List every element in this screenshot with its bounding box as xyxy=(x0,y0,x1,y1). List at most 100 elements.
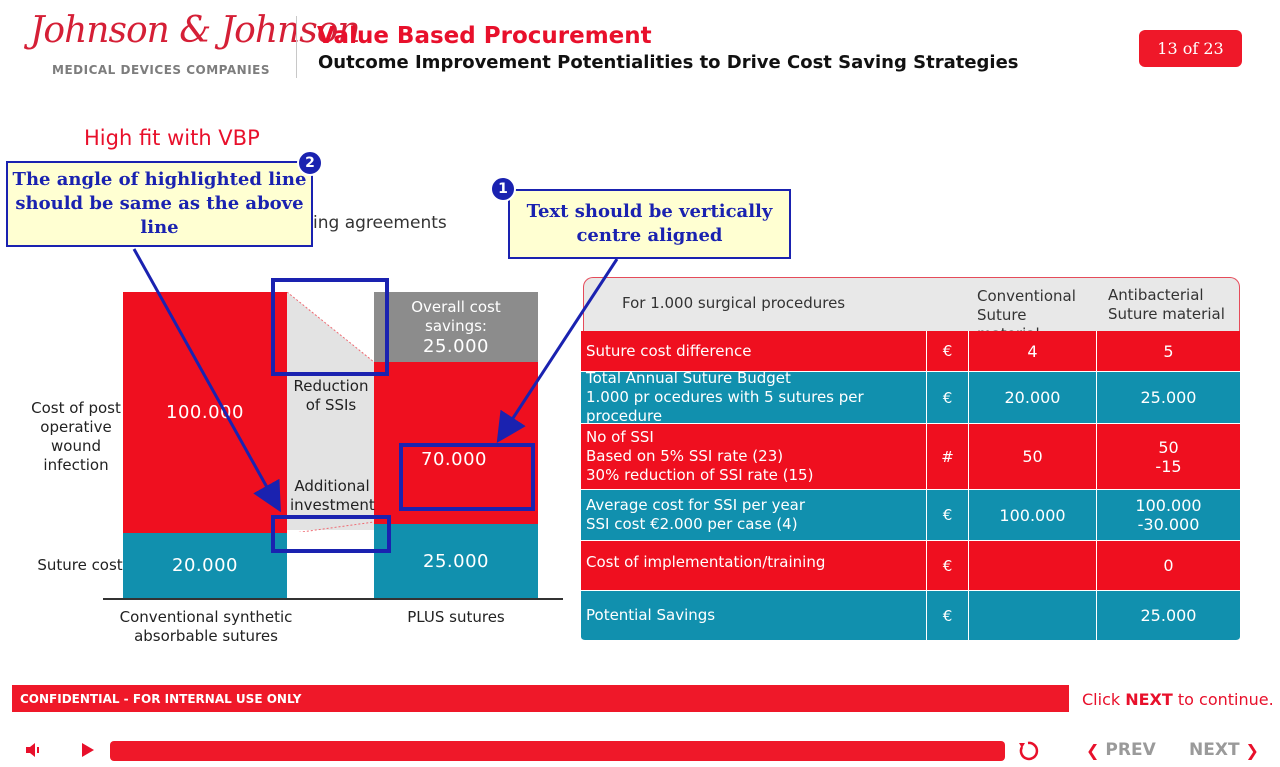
row-antibacterial-value: 0 xyxy=(1097,541,1240,590)
row-unit: € xyxy=(927,541,969,590)
row-label: No of SSI Based on 5% SSI rate (23) 30% … xyxy=(581,424,927,489)
additional-investment-label: Additional investment xyxy=(290,477,375,514)
annotation-note-1: Text should be vertically centre aligned xyxy=(508,189,791,259)
confidential-banner: CONFIDENTIAL - FOR INTERNAL USE ONLY xyxy=(12,685,1069,712)
row-conventional-value: 100.000 xyxy=(969,490,1097,540)
row-antibacterial-line: -15 xyxy=(1155,456,1182,476)
chevron-right-icon: ❯ xyxy=(1245,740,1259,760)
hint-prefix: Click xyxy=(1082,690,1121,709)
row-label-line: No of SSI xyxy=(586,428,654,446)
bar-left-suture-value: 20.000 xyxy=(172,555,238,576)
next-button[interactable]: NEXT ❯ xyxy=(1189,740,1259,760)
row-antibacterial-line: -30.000 xyxy=(1137,515,1200,534)
row-antibacterial-line: 25.000 xyxy=(1140,388,1197,407)
table-row: Cost of implementation/training € 0 xyxy=(581,541,1240,591)
x-label-conventional: Conventional synthetic absorbable suture… xyxy=(119,608,293,645)
row-label-line: Based on 5% SSI rate (23) xyxy=(586,447,784,465)
table-row: Suture cost difference € 4 5 xyxy=(581,331,1240,372)
row-unit: € xyxy=(927,331,969,371)
row-antibacterial-value: 5 xyxy=(1097,331,1240,371)
row-label-line: 30% reduction of SSI rate (15) xyxy=(586,466,814,484)
row-antibacterial-line: 5 xyxy=(1163,341,1174,361)
table-row: Potential Savings € 25.000 xyxy=(581,591,1240,641)
bar-right-suture-value: 25.000 xyxy=(423,550,489,572)
replay-button[interactable] xyxy=(1016,739,1040,767)
row-unit: € xyxy=(927,490,969,540)
annotation-note-2: The angle of highlighted line should be … xyxy=(6,161,313,247)
annotation-badge-2: 2 xyxy=(297,150,323,176)
prev-label: PREV xyxy=(1105,740,1156,760)
bar-right-infection-value: 70.000 xyxy=(421,449,487,470)
volume-button[interactable] xyxy=(24,740,44,764)
row-label-line: Total Annual Suture Budget xyxy=(586,369,791,387)
overall-savings-label: Overall cost savings: xyxy=(411,297,501,335)
page-indicator: 13 of 23 xyxy=(1139,30,1242,67)
replay-icon xyxy=(1019,741,1039,761)
row-antibacterial-line: 50 xyxy=(1158,437,1179,457)
row-conventional-value xyxy=(969,541,1097,590)
company-logo: Johnson & Johnson xyxy=(30,10,361,51)
row-conventional-value: 50 xyxy=(969,424,1097,489)
row-label: Potential Savings xyxy=(581,591,927,640)
row-label: Suture cost difference xyxy=(581,331,927,371)
row-label-line: SSI cost €2.000 per case (4) xyxy=(586,515,798,533)
table-row: Average cost for SSI per year SSI cost €… xyxy=(581,490,1240,541)
row-antibacterial-line: 100.000 xyxy=(1135,496,1202,515)
volume-icon xyxy=(26,743,39,757)
row-label-line: 1.000 pr ocedures with 5 sutures per pro… xyxy=(586,388,864,425)
row-antibacterial-line: 0 xyxy=(1163,556,1174,575)
row-label-line: Suture cost difference xyxy=(586,341,752,360)
chart-baseline xyxy=(103,598,563,600)
row-antibacterial-value: 25.000 xyxy=(1097,372,1240,423)
section-heading: High fit with VBP xyxy=(84,126,260,150)
chevron-left-icon: ❮ xyxy=(1086,740,1100,760)
row-label-line: Average cost for SSI per year xyxy=(586,496,806,514)
row-antibacterial-value: 25.000 xyxy=(1097,591,1240,640)
bar-left-infection: 100.000 xyxy=(123,292,287,533)
bar-right-suture: 25.000 xyxy=(374,524,538,598)
next-hint: Click NEXT to continue. xyxy=(1082,690,1274,709)
highlight-box-bottom xyxy=(271,515,391,553)
x-label-plus: PLUS sutures xyxy=(407,608,505,626)
reduction-label: Reduction of SSIs xyxy=(293,377,369,414)
table-header xyxy=(583,277,1240,331)
bar-right-savings: Overall cost savings: 25.000 xyxy=(374,292,538,362)
page-subtitle: Outcome Improvement Potentialities to Dr… xyxy=(318,52,1019,73)
row-label: Average cost for SSI per year SSI cost €… xyxy=(581,490,927,540)
playback-progress-bar[interactable] xyxy=(110,741,1005,761)
infection-row-label: Cost of post operative wound infection xyxy=(31,399,121,474)
row-conventional-value: 20.000 xyxy=(969,372,1097,423)
bar-left-suture: 20.000 xyxy=(123,533,287,598)
annotation-note-2-text: The angle of highlighted line should be … xyxy=(12,169,307,238)
table-row: No of SSI Based on 5% SSI rate (23) 30% … xyxy=(581,424,1240,490)
annotation-note-1-text: Text should be vertically centre aligned xyxy=(526,201,773,246)
row-conventional-value: 4 xyxy=(969,331,1097,371)
row-conventional-value xyxy=(969,591,1097,640)
row-label-line: Cost of implementation/training xyxy=(586,553,826,571)
highlight-box-value xyxy=(399,443,535,511)
table-header-main: For 1.000 surgical procedures xyxy=(622,294,846,312)
play-icon xyxy=(82,743,94,757)
annotation-badge-1: 1 xyxy=(490,176,516,202)
row-unit: € xyxy=(927,372,969,423)
row-unit: € xyxy=(927,591,969,640)
bar-left-infection-value: 100.000 xyxy=(166,402,244,423)
hint-suffix: to continue. xyxy=(1177,690,1274,709)
overall-savings-value: 25.000 xyxy=(423,335,489,357)
suture-row-label: Suture cost xyxy=(37,556,123,574)
table-header-antibacterial: Antibacterial Suture material xyxy=(1108,286,1225,323)
row-antibacterial-line: 25.000 xyxy=(1140,606,1197,625)
partial-text: ing agreements xyxy=(313,213,447,233)
chart-connector-bands xyxy=(287,292,374,532)
play-button[interactable] xyxy=(80,741,96,763)
prev-button[interactable]: ❮ PREV xyxy=(1086,740,1156,760)
row-label: Total Annual Suture Budget 1.000 pr oced… xyxy=(581,369,927,425)
row-antibacterial-value: 50 -15 xyxy=(1097,424,1240,489)
hint-next-word: NEXT xyxy=(1125,690,1173,709)
row-label: Cost of implementation/training xyxy=(581,541,927,590)
table-row: Total Annual Suture Budget 1.000 pr oced… xyxy=(581,369,1240,425)
page-title: Value Based Procurement xyxy=(317,23,652,49)
next-label: NEXT xyxy=(1189,740,1240,760)
row-antibacterial-value: 100.000 -30.000 xyxy=(1097,490,1240,540)
row-unit: # xyxy=(927,424,969,489)
